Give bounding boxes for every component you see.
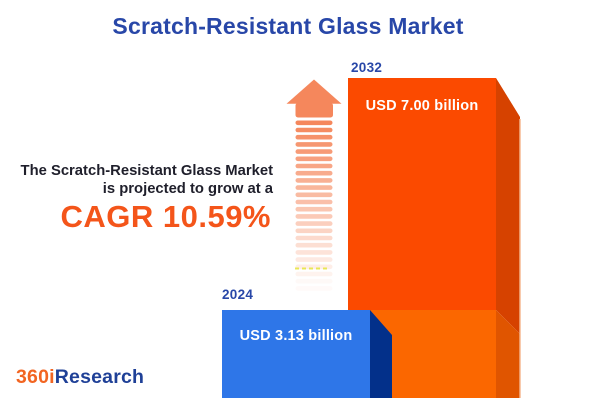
arrow-stripe [295, 156, 333, 162]
bar-2024-front [222, 310, 370, 398]
arrow-stripe [295, 134, 333, 140]
arrow-stripe [295, 170, 333, 176]
arrow-stripe [295, 206, 333, 212]
arrow-stripe [295, 142, 333, 147]
arrow-stripe [295, 242, 333, 248]
arrow-stripe [295, 271, 333, 277]
company-logo: 360iResearch [16, 366, 144, 389]
arrow-collar [295, 103, 333, 118]
arrow-stripe [295, 250, 333, 255]
arrow-stripe [295, 199, 333, 205]
cagr-value: CAGR 10.59% [60, 199, 271, 234]
page-title: Scratch-Resistant Glass Market [112, 13, 464, 39]
bar-2032-side-upper [496, 78, 520, 334]
arrow-stripe [295, 257, 333, 262]
arrow-stripe [295, 214, 333, 219]
arrow-stripe [295, 127, 333, 133]
bar-2024-value-label: USD 3.13 billion [239, 328, 353, 344]
arrow-stripe [295, 185, 333, 190]
bar-2032-edge-highlight [519, 119, 521, 398]
arrow-head [286, 79, 342, 104]
bar-2024 [222, 310, 392, 398]
arrow-stripe [295, 235, 333, 241]
growth-arrow-icon [286, 79, 342, 291]
bar-2032-side-lower [496, 310, 520, 398]
arrow-stripe [295, 286, 333, 291]
arrow-stripe [295, 178, 333, 183]
bar-2032-front-upper [348, 78, 496, 310]
bar-2032-year-label: 2032 [351, 60, 383, 75]
arrow-stripe [295, 221, 333, 226]
arrow-fade-stripes [295, 120, 333, 291]
growth-statement-line2: is projected to grow at a [102, 180, 273, 197]
bar-2024-year-label: 2024 [222, 287, 254, 302]
arrow-stripe [295, 120, 333, 126]
arrow-stripe [295, 228, 333, 234]
logo-suffix: Research [54, 366, 145, 388]
bar-2024-side [370, 310, 392, 398]
growth-statement: The Scratch-Resistant Glass Market is pr… [21, 163, 273, 198]
arrow-stripe [295, 149, 333, 154]
logo-prefix: 360i [16, 366, 55, 388]
arrow-stripe [295, 163, 333, 169]
arrow-stripe [295, 192, 333, 198]
arrow-stripe [295, 278, 333, 284]
bar-2032-value-label: USD 7.00 billion [365, 98, 479, 114]
growth-statement-line1: The Scratch-Resistant Glass Market [20, 163, 273, 179]
